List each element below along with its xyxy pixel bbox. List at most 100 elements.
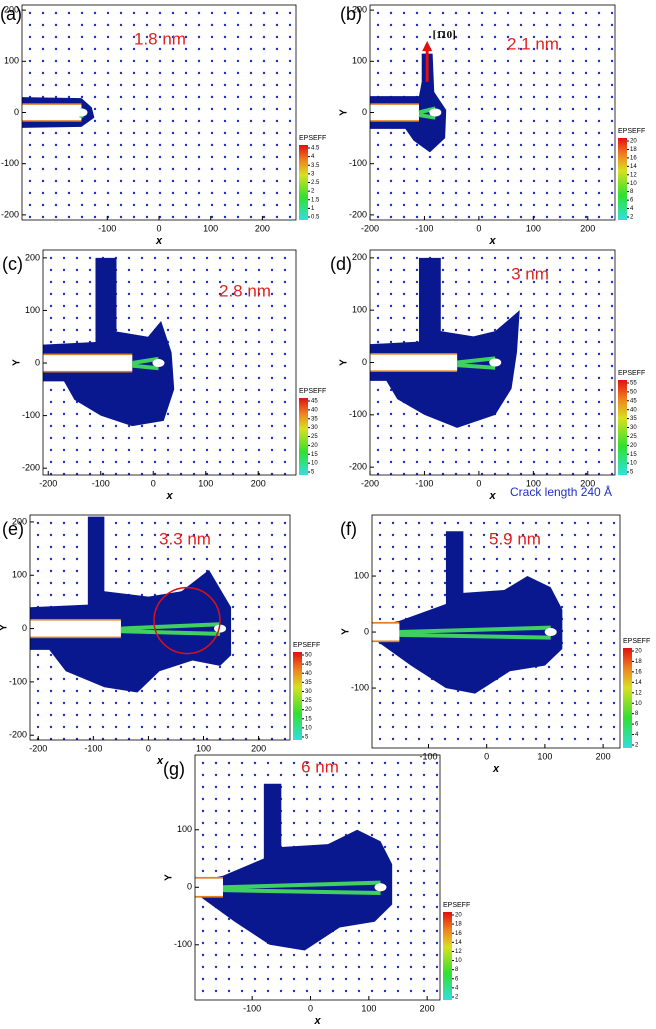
lattice-dot: [597, 400, 601, 404]
lattice-dot: [218, 701, 222, 705]
lattice-dot: [140, 304, 144, 308]
lattice-dot: [417, 557, 421, 561]
lattice-dot: [214, 953, 218, 957]
lattice-dot: [166, 569, 170, 573]
lattice-dot: [288, 167, 292, 171]
lattice-dot: [158, 131, 162, 135]
lattice-dot: [127, 436, 131, 440]
lattice-dot: [519, 35, 523, 39]
lattice-dot: [101, 713, 105, 717]
lattice-dot: [391, 533, 395, 537]
lattice-dot: [179, 472, 183, 476]
colorbar-tick-label: 4: [630, 206, 634, 212]
lattice-dot: [318, 953, 322, 957]
lattice-dot: [132, 95, 136, 99]
lattice-dot: [558, 268, 562, 272]
lattice-dot: [158, 23, 162, 27]
lattice-dot: [480, 436, 484, 440]
lattice-dot: [75, 340, 79, 344]
lattice-dot: [519, 424, 523, 428]
lattice-dot: [119, 71, 123, 75]
lattice-dot: [257, 424, 261, 428]
x-tick-label: 100: [526, 478, 541, 488]
lattice-dot: [140, 593, 144, 597]
lattice-dot: [210, 47, 214, 51]
lattice-dot: [88, 689, 92, 693]
lattice-dot: [402, 143, 406, 147]
lattice-dot: [597, 388, 601, 392]
lattice-dot: [378, 521, 382, 525]
y-tick-label: -200: [9, 730, 27, 740]
lattice-dot: [506, 280, 510, 284]
lattice-dot: [292, 953, 296, 957]
lattice-dot: [610, 400, 614, 404]
lattice-dot: [558, 47, 562, 51]
lattice-dot: [223, 23, 227, 27]
lattice-dot: [610, 71, 614, 75]
lattice-dot: [493, 59, 497, 63]
lattice-dot: [210, 35, 214, 39]
lattice-dot: [49, 701, 53, 705]
lattice-dot: [283, 316, 287, 320]
y-tick-label: 0: [187, 882, 192, 892]
lattice-dot: [244, 376, 248, 380]
lattice-dot: [205, 533, 209, 537]
lattice-dot: [467, 167, 471, 171]
lattice-dot: [495, 521, 499, 525]
lattice-dot: [519, 448, 523, 452]
lattice-dot: [166, 304, 170, 308]
lattice-dot: [519, 23, 523, 27]
lattice-dot: [227, 797, 231, 801]
lattice-dot: [558, 203, 562, 207]
lattice-dot: [506, 47, 510, 51]
lattice-dot: [573, 593, 577, 597]
lattice-dot: [454, 131, 458, 135]
lattice-dot: [435, 857, 439, 861]
lattice-dot: [454, 280, 458, 284]
lattice-dot: [62, 569, 66, 573]
lattice-dot: [532, 107, 536, 111]
lattice-dot: [28, 179, 32, 183]
lattice-dot: [62, 280, 66, 284]
lattice-dot: [166, 689, 170, 693]
lattice-dot: [597, 412, 601, 416]
y-tick-label: -200: [349, 209, 367, 219]
lattice-dot: [257, 460, 261, 464]
lattice-dot: [493, 23, 497, 27]
lattice-dot: [67, 71, 71, 75]
lattice-dot: [184, 35, 188, 39]
lattice-dot: [404, 521, 408, 525]
x-tick-label: 200: [580, 478, 595, 488]
x-tick-label: -200: [361, 478, 379, 488]
lattice-dot: [391, 701, 395, 705]
lattice-dot: [257, 653, 261, 657]
lattice-dot: [153, 557, 157, 561]
lattice-dot: [443, 701, 447, 705]
lattice-dot: [227, 845, 231, 849]
lattice-dot: [331, 833, 335, 837]
lattice-dot: [171, 107, 175, 111]
lattice-dot: [584, 280, 588, 284]
lattice-dot: [370, 989, 374, 993]
lattice-dot: [521, 533, 525, 537]
lattice-dot: [584, 472, 588, 476]
lattice-dot: [41, 143, 45, 147]
lattice-dot: [610, 436, 614, 440]
lattice-dot: [80, 203, 84, 207]
colorbar-tick-label: 18: [630, 147, 637, 153]
lattice-dot: [467, 179, 471, 183]
lattice-dot: [106, 179, 110, 183]
lattice-dot: [584, 436, 588, 440]
lattice-dot: [119, 179, 123, 183]
lattice-dot: [201, 953, 205, 957]
lattice-dot: [236, 203, 240, 207]
lattice-dot: [236, 131, 240, 135]
lattice-dot: [119, 95, 123, 99]
lattice-dot: [132, 59, 136, 63]
lattice-dot: [560, 581, 564, 585]
lattice-dot: [201, 809, 205, 813]
plot-frame: [194, 754, 441, 1001]
lattice-dot: [558, 292, 562, 296]
lattice-dot: [179, 268, 183, 272]
lattice-dot: [506, 143, 510, 147]
